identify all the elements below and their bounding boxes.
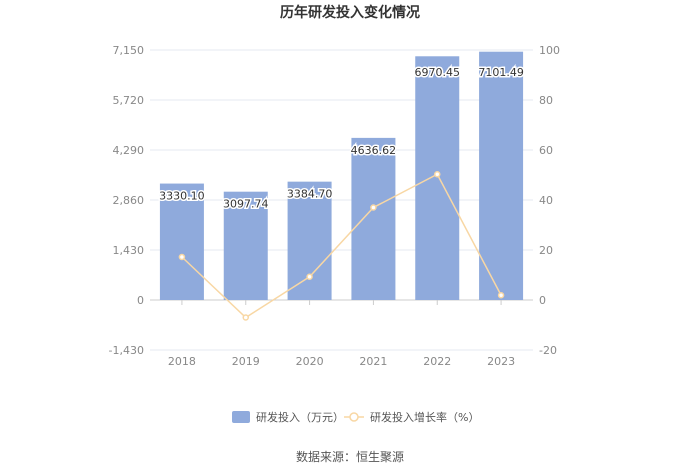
x-tick-label: 2023 (487, 355, 515, 368)
data-source: 数据来源：恒生聚源 (296, 449, 404, 464)
bar-2021 (351, 137, 396, 300)
growth-rate-point-2023 (497, 292, 505, 299)
bar-data-label: 7101.49 (478, 66, 524, 79)
y-right-tick-label: 60 (539, 144, 553, 157)
bar-data-label: 3384.70 (287, 188, 333, 201)
growth-rate-point-2022 (434, 171, 441, 178)
bar-data-label: 3097.74 (223, 198, 269, 211)
growth-rate-point-2019 (242, 314, 249, 321)
bar-data-label: 4636.62 (351, 144, 397, 157)
y-left-tick-label: 0 (137, 294, 144, 307)
y-left-tick-label: 2,860 (113, 194, 145, 207)
x-tick-label: 2022 (423, 355, 451, 368)
y-right-tick-label: 100 (539, 44, 560, 57)
bar-data-label: 6970.45 (415, 66, 461, 79)
x-tick-label: 2018 (168, 355, 196, 368)
y-left-tick-label: 7,150 (113, 44, 145, 57)
x-tick-label: 2020 (296, 355, 324, 368)
bar-2018 (159, 183, 204, 300)
chart-title: 历年研发投入变化情况 (280, 4, 420, 21)
y-left-tick-label: 4,290 (113, 144, 145, 157)
y-right-tick-label: 0 (539, 294, 546, 307)
growth-rate-point-2020 (306, 273, 313, 280)
legend-swatch-bar (232, 411, 250, 423)
bar-2019 (223, 191, 268, 300)
legend-swatch-line-marker (349, 412, 359, 422)
growth-rate-line (181, 173, 502, 319)
bar-2023 (479, 51, 524, 301)
x-tick-label: 2021 (359, 355, 387, 368)
bar-2022 (415, 56, 460, 301)
y-right-tick-label: 20 (539, 244, 553, 257)
y-left-tick-label: -1,430 (109, 344, 144, 357)
y-right-tick-label: 80 (539, 94, 553, 107)
y-left-tick-label: 1,430 (113, 244, 145, 257)
legend-label-bar: 研发投入（万元） (256, 410, 344, 424)
y-left-tick-label: 5,720 (113, 94, 145, 107)
legend-label-line: 研发投入增长率（%） (370, 410, 479, 424)
bar-2020 (287, 181, 332, 300)
growth-rate-point-2021 (370, 204, 377, 211)
y-right-tick-label: -20 (539, 344, 557, 357)
y-right-tick-label: 40 (539, 194, 553, 207)
x-tick-label: 2019 (232, 355, 260, 368)
growth-rate-point-2018 (178, 253, 186, 261)
bar-data-label: 3330.10 (159, 190, 205, 203)
